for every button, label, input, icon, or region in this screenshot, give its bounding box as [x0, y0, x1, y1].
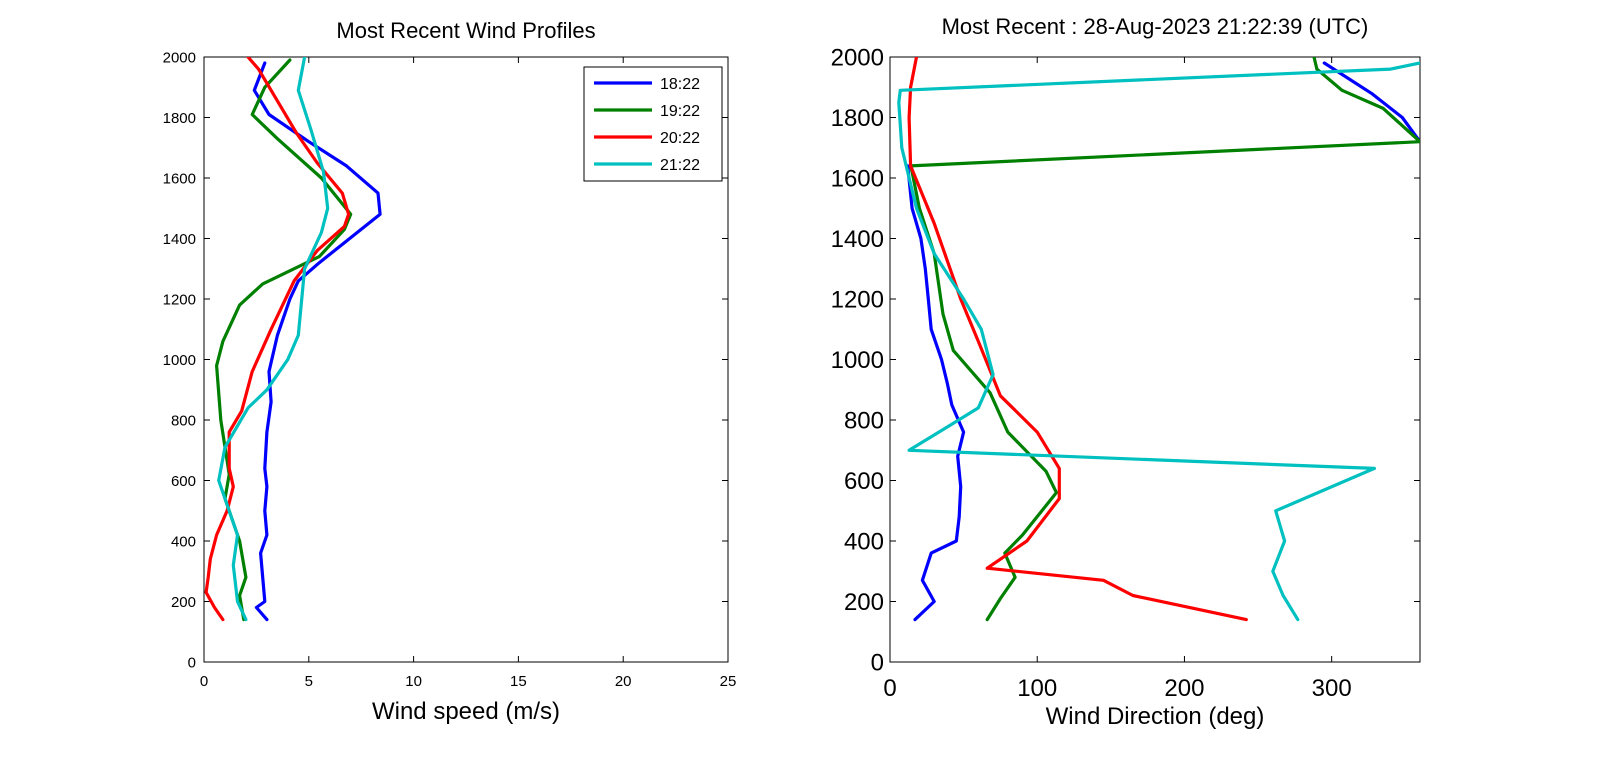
y-tick-label: 400 — [844, 528, 884, 555]
y-tick-label: 200 — [171, 594, 196, 611]
legend: 18:22 19:22 20:22 21:22 — [583, 66, 723, 182]
y-tick-label: 0 — [188, 654, 196, 671]
legend-label: 18:22 — [660, 76, 700, 93]
legend-box — [583, 66, 723, 182]
y-tick-label: 1200 — [163, 291, 196, 308]
x-tick-label: 25 — [720, 673, 737, 690]
y-tick-label: 1600 — [831, 165, 884, 192]
legend-label: 21:22 — [660, 157, 700, 174]
x-tick-label: 10 — [405, 673, 422, 690]
y-tick-label: 1400 — [831, 226, 884, 253]
series-line-2122 — [897, 61, 1420, 622]
series-group — [204, 57, 382, 622]
x-tick-label: 5 — [305, 673, 313, 690]
legend-label: 20:22 — [660, 130, 700, 147]
x-axis-label: Wind speed (m/s) — [372, 698, 560, 725]
chart-title: Most Recent Wind Profiles — [336, 18, 595, 43]
y-tick-label: 800 — [171, 412, 196, 429]
y-tick-label: 800 — [844, 407, 884, 434]
y-tick-label: 1000 — [831, 347, 884, 374]
y-tick-label: 400 — [171, 533, 196, 550]
plot-area — [889, 56, 1421, 663]
series-line-2122 — [217, 57, 330, 622]
chart-panel-2: 0 100 200 300 0 200 400 600 800 1000 1200 1400 1600 1… — [831, 14, 1421, 730]
x-tick-label: 20 — [615, 673, 632, 690]
x-tick-label: 0 — [883, 675, 896, 702]
series-line-1822 — [906, 61, 1420, 622]
series-line-2022 — [204, 57, 351, 622]
y-tick-label: 0 — [871, 649, 884, 676]
x-tick-label: 200 — [1164, 675, 1204, 702]
y-tick-label: 1600 — [163, 170, 196, 187]
series-line-1822 — [252, 61, 382, 622]
x-tick-label: 0 — [200, 673, 208, 690]
y-tick-label: 600 — [171, 473, 196, 490]
series-line-1922 — [215, 58, 353, 622]
series-group — [897, 57, 1420, 622]
y-tick-label: 1200 — [831, 286, 884, 313]
y-tick-label: 2000 — [163, 49, 196, 66]
y-tick-label: 1000 — [163, 352, 196, 369]
y-tick-label: 1800 — [163, 110, 196, 127]
x-tick-label: 15 — [510, 673, 527, 690]
x-axis-label: Wind Direction (deg) — [1046, 703, 1265, 730]
series-line-1922 — [909, 57, 1420, 622]
x-tick-label: 300 — [1312, 675, 1352, 702]
x-tick-label: 100 — [1017, 675, 1057, 702]
y-tick-label: 1400 — [163, 231, 196, 248]
legend-label: 19:22 — [660, 103, 700, 120]
y-tick-label: 1800 — [831, 105, 884, 132]
chart-title: Most Recent : 28-Aug-2023 21:22:39 (UTC) — [942, 14, 1369, 39]
y-tick-label: 600 — [844, 468, 884, 495]
chart-panel-1: 0 5 10 15 20 25 0 200 400 600 800 1000 1200 1400 1600 1… — [163, 18, 737, 725]
y-tick-label: 200 — [844, 589, 884, 616]
y-tick-label: 2000 — [831, 44, 884, 71]
series-line-2022 — [907, 57, 1248, 622]
